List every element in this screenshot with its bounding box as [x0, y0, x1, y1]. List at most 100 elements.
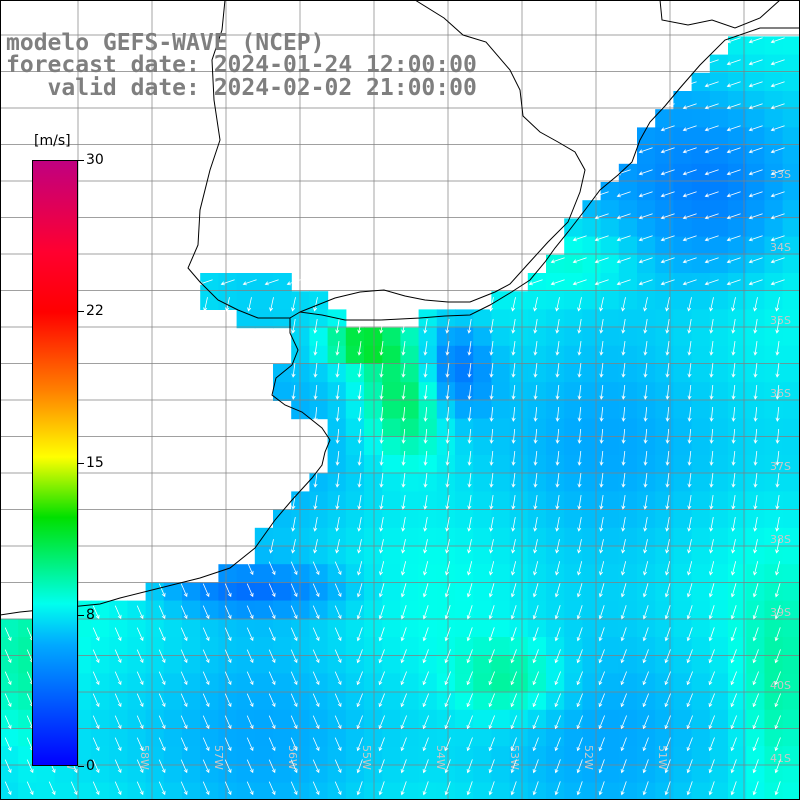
wind-speed-cell [782, 364, 800, 383]
wind-speed-cell [54, 764, 74, 784]
colorbar-tick-mark [78, 160, 84, 161]
wind-speed-cell [364, 600, 383, 620]
wind-speed-cell [600, 182, 620, 201]
wind-arrow [775, 341, 780, 356]
wind-arrow [726, 37, 741, 44]
wind-speed-cell [655, 418, 674, 438]
wind-arrow [313, 363, 318, 378]
wind-speed-cell [309, 746, 329, 765]
wind-speed-cell [782, 345, 800, 365]
wind-arrow [510, 627, 517, 642]
wind-speed-cell [509, 309, 529, 329]
wind-arrow [775, 384, 780, 400]
wind-speed-cell [582, 527, 602, 547]
wind-speed-cell [582, 473, 602, 492]
wind-speed-cell [455, 691, 474, 711]
wind-speed-cell [18, 764, 37, 784]
wind-speed-cell [746, 54, 765, 74]
wind-arrow [224, 693, 232, 708]
wind-arrow [682, 235, 697, 242]
wind-speed-cell [291, 291, 310, 310]
wind-arrow [401, 341, 406, 356]
wind-speed-cell [618, 218, 638, 238]
wind-speed-cell [709, 291, 729, 310]
wind-arrow [423, 495, 428, 510]
wind-speed-cell [582, 200, 602, 219]
title-valid-date: valid date: 2024-02-02 21:00:00 [6, 75, 477, 101]
wind-speed-cell [491, 691, 511, 711]
wind-speed-cell [455, 382, 474, 401]
wind-speed-cell [673, 455, 693, 474]
wind-speed-cell [273, 291, 292, 310]
wind-speed-cell [436, 473, 456, 492]
wind-arrow [752, 627, 759, 642]
wind-arrow [726, 103, 741, 110]
wind-speed-cell [109, 600, 128, 620]
wind-arrow [533, 473, 538, 488]
wind-arrow [708, 737, 715, 752]
wind-speed-cell [728, 345, 747, 365]
wind-arrow [378, 693, 385, 708]
wind-speed-cell [145, 728, 165, 747]
wind-speed-cell [618, 455, 638, 474]
wind-speed-cell [455, 400, 474, 420]
wind-speed-cell [236, 618, 256, 638]
wind-speed-cell [473, 509, 492, 529]
wind-arrow [92, 605, 100, 620]
wind-speed-cell [273, 637, 292, 656]
wind-speed-cell [364, 455, 383, 474]
wind-speed-cell [546, 436, 565, 456]
wind-speed-cell [782, 291, 800, 310]
wind-speed-cell [309, 728, 329, 747]
wind-arrow [621, 297, 626, 312]
wind-speed-cell [364, 782, 383, 800]
wind-arrow [202, 759, 210, 774]
wind-speed-cell [364, 436, 383, 456]
wind-speed-cell [564, 782, 583, 800]
wind-arrow [686, 759, 693, 774]
wind-arrow [422, 583, 429, 598]
wind-arrow [682, 81, 697, 88]
wind-speed-cell [655, 509, 674, 529]
wind-speed-cell [564, 254, 583, 274]
wind-speed-cell [673, 182, 693, 201]
wind-arrow [422, 737, 429, 752]
wind-speed-cell [291, 327, 310, 347]
wind-speed-cell [782, 436, 800, 456]
wind-arrow [422, 605, 429, 620]
wind-speed-cell [436, 618, 456, 638]
wind-arrow [246, 671, 254, 686]
wind-speed-cell [746, 418, 765, 438]
wind-speed-cell [764, 145, 784, 165]
wind-arrow [246, 781, 254, 796]
wind-speed-cell [345, 436, 365, 456]
wind-arrow [752, 693, 759, 708]
wind-arrow [334, 627, 342, 642]
wind-arrow [621, 341, 626, 356]
wind-speed-cell [673, 473, 693, 492]
wind-speed-cell [455, 782, 474, 800]
wind-speed-cell [182, 782, 201, 800]
wind-arrow [444, 583, 451, 598]
wind-speed-cell [655, 291, 674, 310]
wind-speed-cell [273, 709, 292, 729]
wind-arrow [555, 384, 560, 400]
wind-arrow [444, 693, 451, 708]
wind-speed-cell [655, 582, 674, 602]
wind-speed-cell [455, 618, 474, 638]
wind-speed-cell [582, 564, 602, 583]
wind-arrow [704, 147, 719, 154]
wind-speed-cell [418, 418, 438, 438]
wind-speed-cell [127, 637, 147, 656]
wind-speed-cell [564, 582, 583, 602]
wind-arrow [489, 473, 494, 488]
wind-speed-cell [655, 491, 674, 511]
wind-speed-cell [709, 618, 729, 638]
wind-speed-cell [527, 473, 547, 492]
wind-arrow [704, 59, 719, 66]
latitude-label: 33S [770, 168, 791, 181]
wind-speed-cell [72, 782, 92, 800]
wind-speed-cell [746, 182, 765, 201]
wind-speed-cell [728, 491, 747, 511]
wind-speed-cell [400, 728, 420, 747]
